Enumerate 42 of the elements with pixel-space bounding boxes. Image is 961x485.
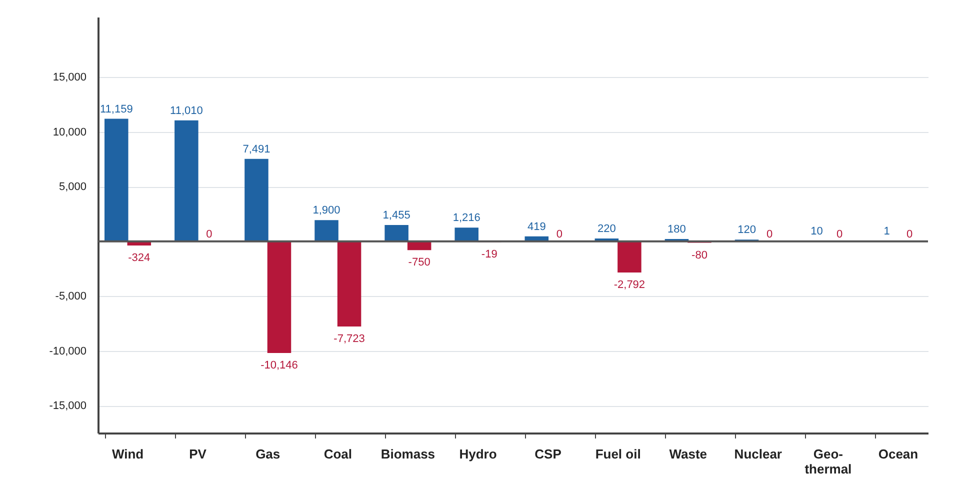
y-tick-label: -15,000 [49,400,86,412]
data-label: 11,159 [100,103,133,116]
x-tick-label: Gas [256,446,280,462]
data-label: 180 [668,223,686,236]
x-tick-label: Ocean [878,446,918,462]
data-label: -7,723 [334,332,365,345]
data-label: 1,216 [452,212,480,224]
x-tick-label: Geo-thermal [804,446,852,476]
data-label: -10,146 [260,359,298,372]
data-label: -324 [128,252,150,264]
x-tick-label: Wind [112,446,144,462]
x-tick-label: Biomass [380,446,436,462]
data-label: 0 [836,228,843,240]
data-label: 7,491 [242,143,270,156]
data-label: 419 [527,220,546,233]
data-label: -2,792 [614,278,646,291]
y-tick-label: 5,000 [58,181,86,194]
data-label: -750 [408,256,430,269]
y-tick-label: 10,000 [52,126,86,138]
x-tick-label: PV [189,446,207,462]
data-label: 10 [810,225,823,238]
x-tick-label: Fuel oil [595,446,641,462]
x-tick-label: CSP [534,446,562,462]
data-label: 0 [766,228,773,240]
x-tick-label: Waste [669,446,708,462]
data-label: 1,900 [312,204,340,217]
data-label: 0 [556,228,562,240]
data-label: -80 [692,249,708,262]
y-tick-label: -5,000 [55,290,86,303]
data-label: 11,010 [170,104,203,117]
y-tick-label: 15,000 [52,72,86,84]
data-label: -19 [481,248,498,261]
data-label: 1,455 [382,209,410,222]
data-label: 1 [884,225,890,238]
data-label: 220 [598,223,616,236]
data-label: 120 [738,224,756,236]
data-label: 0 [906,228,913,240]
data-label: 0 [206,228,212,240]
x-tick-label: Hydro [459,446,497,462]
y-tick-label: -10,000 [49,345,86,358]
x-tick-label: Nuclear [734,446,782,462]
x-tick-label: Coal [324,446,352,462]
